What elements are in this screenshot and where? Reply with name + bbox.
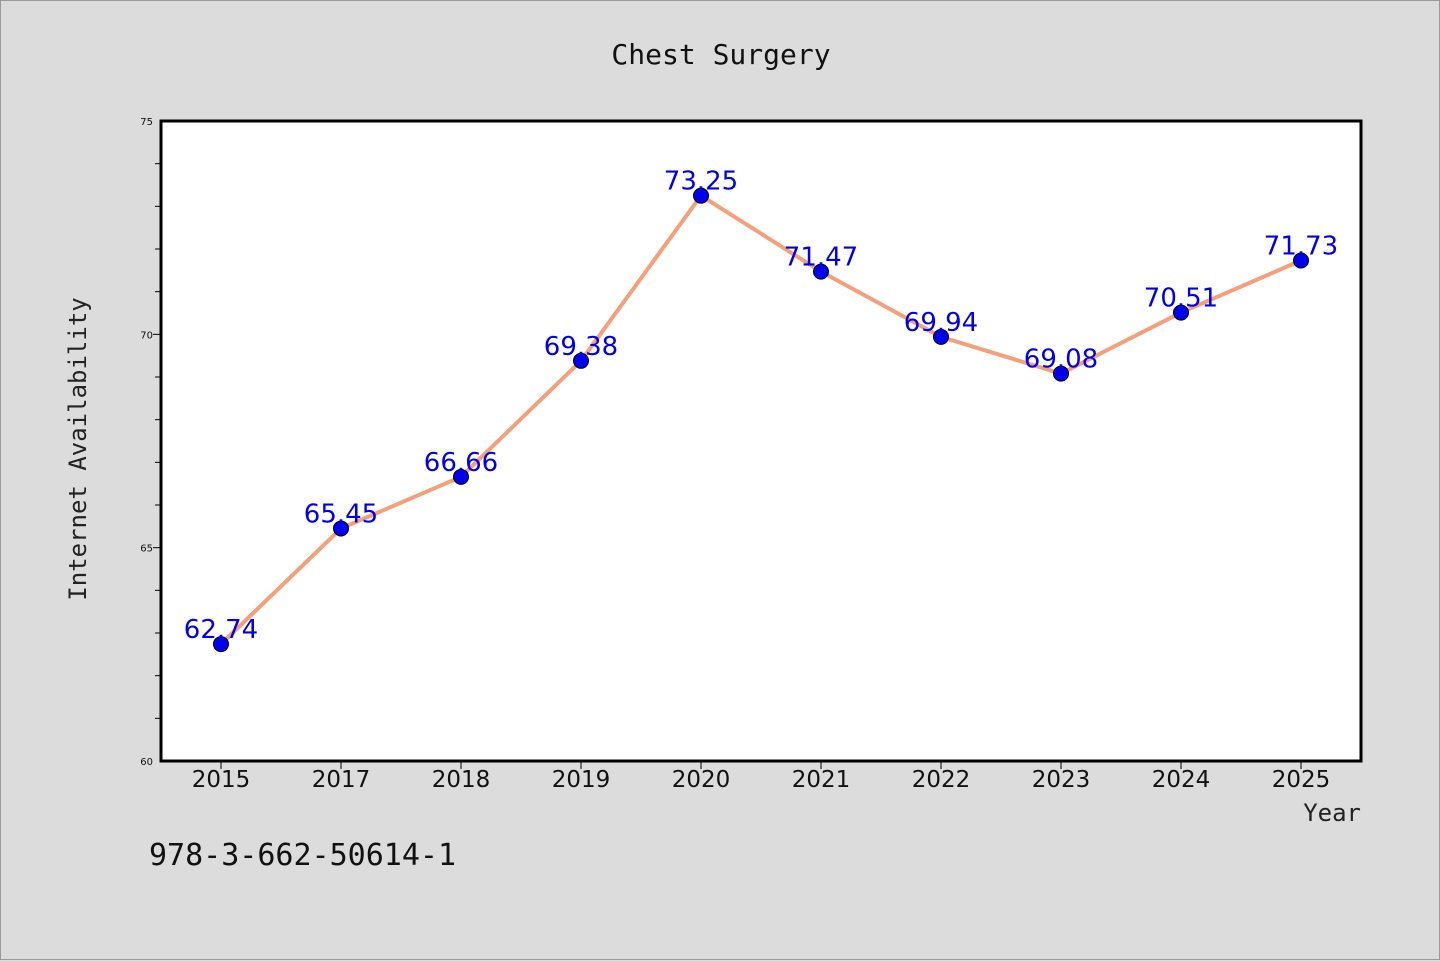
- y-axis: 60 65 70 75: [140, 117, 161, 768]
- data-label: 73.25: [664, 167, 738, 197]
- data-label: 62.74: [184, 615, 258, 645]
- x-tick-label: 2024: [1152, 767, 1211, 793]
- x-tick-label: 2021: [792, 767, 851, 793]
- data-point: [693, 187, 709, 204]
- data-point: [1053, 365, 1069, 382]
- x-axis-label: Year: [1303, 799, 1361, 827]
- data-point: [213, 636, 229, 653]
- x-tick-label: 2017: [312, 767, 371, 793]
- x-axis: 2015 2017 2018 2019 2020 2021 2022 2023 2024 2025: [192, 761, 1331, 793]
- data-point: [813, 263, 829, 280]
- data-label: 71.73: [1264, 232, 1338, 262]
- y-tick-label: 65: [140, 544, 153, 555]
- data-label: 71.47: [784, 243, 858, 273]
- data-point: [453, 468, 469, 485]
- isbn-text: 978-3-662-50614-1: [149, 838, 456, 873]
- x-tick-label: 2019: [552, 767, 611, 793]
- x-tick-label: 2025: [1272, 767, 1331, 793]
- x-tick-label: 2018: [432, 767, 491, 793]
- x-tick-label: 2020: [672, 767, 731, 793]
- data-label: 69.08: [1024, 345, 1098, 375]
- y-tick-label: 60: [140, 757, 153, 768]
- data-point: [933, 328, 949, 345]
- series-group: 62.74 65.45 66.66 69.38 73.25 71.47 69.94 69.08…: [184, 167, 1338, 653]
- y-tick-label: 75: [140, 117, 153, 128]
- x-tick-label: 2023: [1032, 767, 1091, 793]
- data-point: [1293, 252, 1309, 269]
- data-point: [333, 520, 349, 537]
- plot-area: [159, 119, 1363, 763]
- chart-title: Chest Surgery: [611, 38, 830, 71]
- data-label: 70.51: [1144, 284, 1218, 314]
- data-label: 69.38: [544, 332, 618, 362]
- data-point: [1173, 304, 1189, 321]
- data-label: 65.45: [304, 499, 378, 529]
- data-label: 69.94: [904, 308, 978, 338]
- y-tick-label: 70: [140, 330, 153, 341]
- x-tick-label: 2022: [912, 767, 971, 793]
- data-label: 66.66: [424, 448, 498, 478]
- data-point: [573, 352, 589, 369]
- x-tick-label: 2015: [192, 767, 251, 793]
- series-line: [219, 193, 1302, 646]
- y-axis-label: Internet Availability: [64, 297, 92, 600]
